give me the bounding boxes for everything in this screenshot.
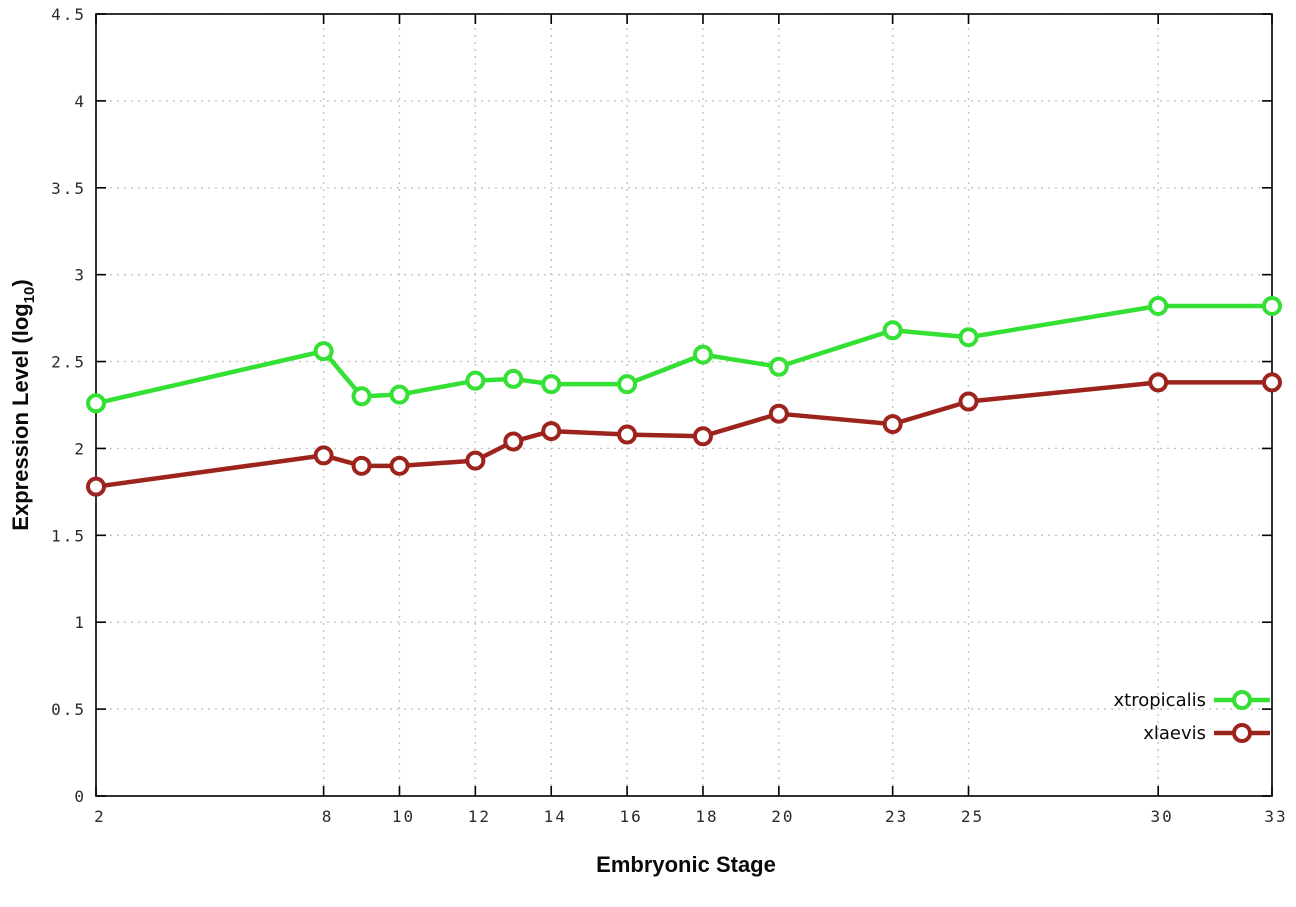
data-point-xtropicalis — [882, 320, 903, 341]
data-point-xlaevis — [389, 455, 410, 476]
data-point-xlaevis — [541, 421, 562, 442]
y-tick-label: 3 — [74, 266, 86, 285]
x-tick-label: 16 — [619, 807, 642, 826]
x-tick-label: 18 — [695, 807, 718, 826]
x-axis-label: Embryonic Stage — [596, 852, 776, 877]
data-point-xtropicalis — [1148, 295, 1169, 316]
data-point-xtropicalis — [465, 370, 486, 391]
data-point-xtropicalis — [389, 384, 410, 405]
x-tick-label: 30 — [1151, 807, 1174, 826]
y-tick-label: 4.5 — [51, 5, 86, 24]
y-axis-label-main: Expression Level (log — [8, 303, 33, 530]
x-tick-label: 23 — [885, 807, 908, 826]
legend-label-xtropicalis: xtropicalis — [1114, 690, 1206, 711]
legend-marker-xtropicalis — [1232, 690, 1252, 710]
data-point-xtropicalis — [1262, 295, 1282, 316]
x-tick-label: 8 — [322, 807, 334, 826]
y-axis-label-close: ) — [8, 279, 33, 286]
y-axis-label: Expression Level (log10) — [8, 279, 38, 530]
legend-label-xlaevis: xlaevis — [1143, 723, 1206, 744]
data-point-xtropicalis — [86, 393, 106, 414]
data-point-xtropicalis — [351, 386, 372, 407]
x-tick-label: 10 — [392, 807, 415, 826]
data-point-xtropicalis — [503, 368, 524, 389]
x-tick-label: 33 — [1264, 807, 1287, 826]
data-point-xlaevis — [465, 450, 486, 471]
data-point-xtropicalis — [617, 374, 638, 395]
data-point-xlaevis — [351, 455, 372, 476]
data-point-xlaevis — [768, 403, 789, 424]
y-tick-label: 3.5 — [51, 179, 86, 198]
series-line-xlaevis — [95, 380, 1272, 489]
x-tick-label: 25 — [961, 807, 984, 826]
y-tick-label: 0.5 — [51, 700, 86, 719]
x-tick-label: 20 — [771, 807, 794, 826]
y-tick-label: 1.5 — [51, 526, 86, 545]
data-point-xlaevis — [503, 431, 524, 452]
x-tick-label: 12 — [468, 807, 491, 826]
data-point-xlaevis — [313, 445, 334, 466]
data-point-xlaevis — [617, 424, 638, 445]
y-axis-label-subscript: 10 — [21, 287, 38, 304]
data-point-xtropicalis — [313, 341, 334, 362]
data-point-xlaevis — [958, 391, 979, 412]
data-point-xlaevis — [86, 476, 106, 497]
y-tick-label: 2.5 — [51, 353, 86, 372]
x-tick-label: 2 — [94, 807, 106, 826]
y-tick-label: 2 — [74, 439, 86, 458]
data-point-xtropicalis — [768, 356, 789, 377]
data-point-xtropicalis — [958, 327, 979, 348]
legend-marker-xlaevis — [1232, 723, 1252, 743]
data-point-xlaevis — [882, 414, 903, 435]
x-tick-label: 14 — [544, 807, 567, 826]
data-point-xlaevis — [692, 426, 713, 447]
data-point-xlaevis — [1148, 372, 1169, 393]
y-tick-label: 4 — [74, 92, 86, 111]
data-point-xlaevis — [1262, 372, 1282, 393]
plot-area: 2 8 10 12 14 16 18 20 23 25 30 33 0 0.5 1 1.5 2 2.5 3 3.5 4 4… — [51, 5, 1287, 826]
data-point-xtropicalis — [541, 374, 562, 395]
data-point-xtropicalis — [692, 344, 713, 365]
y-tick-label: 1 — [74, 613, 86, 632]
y-tick-label: 0 — [74, 787, 86, 806]
plot-border — [95, 13, 1273, 797]
